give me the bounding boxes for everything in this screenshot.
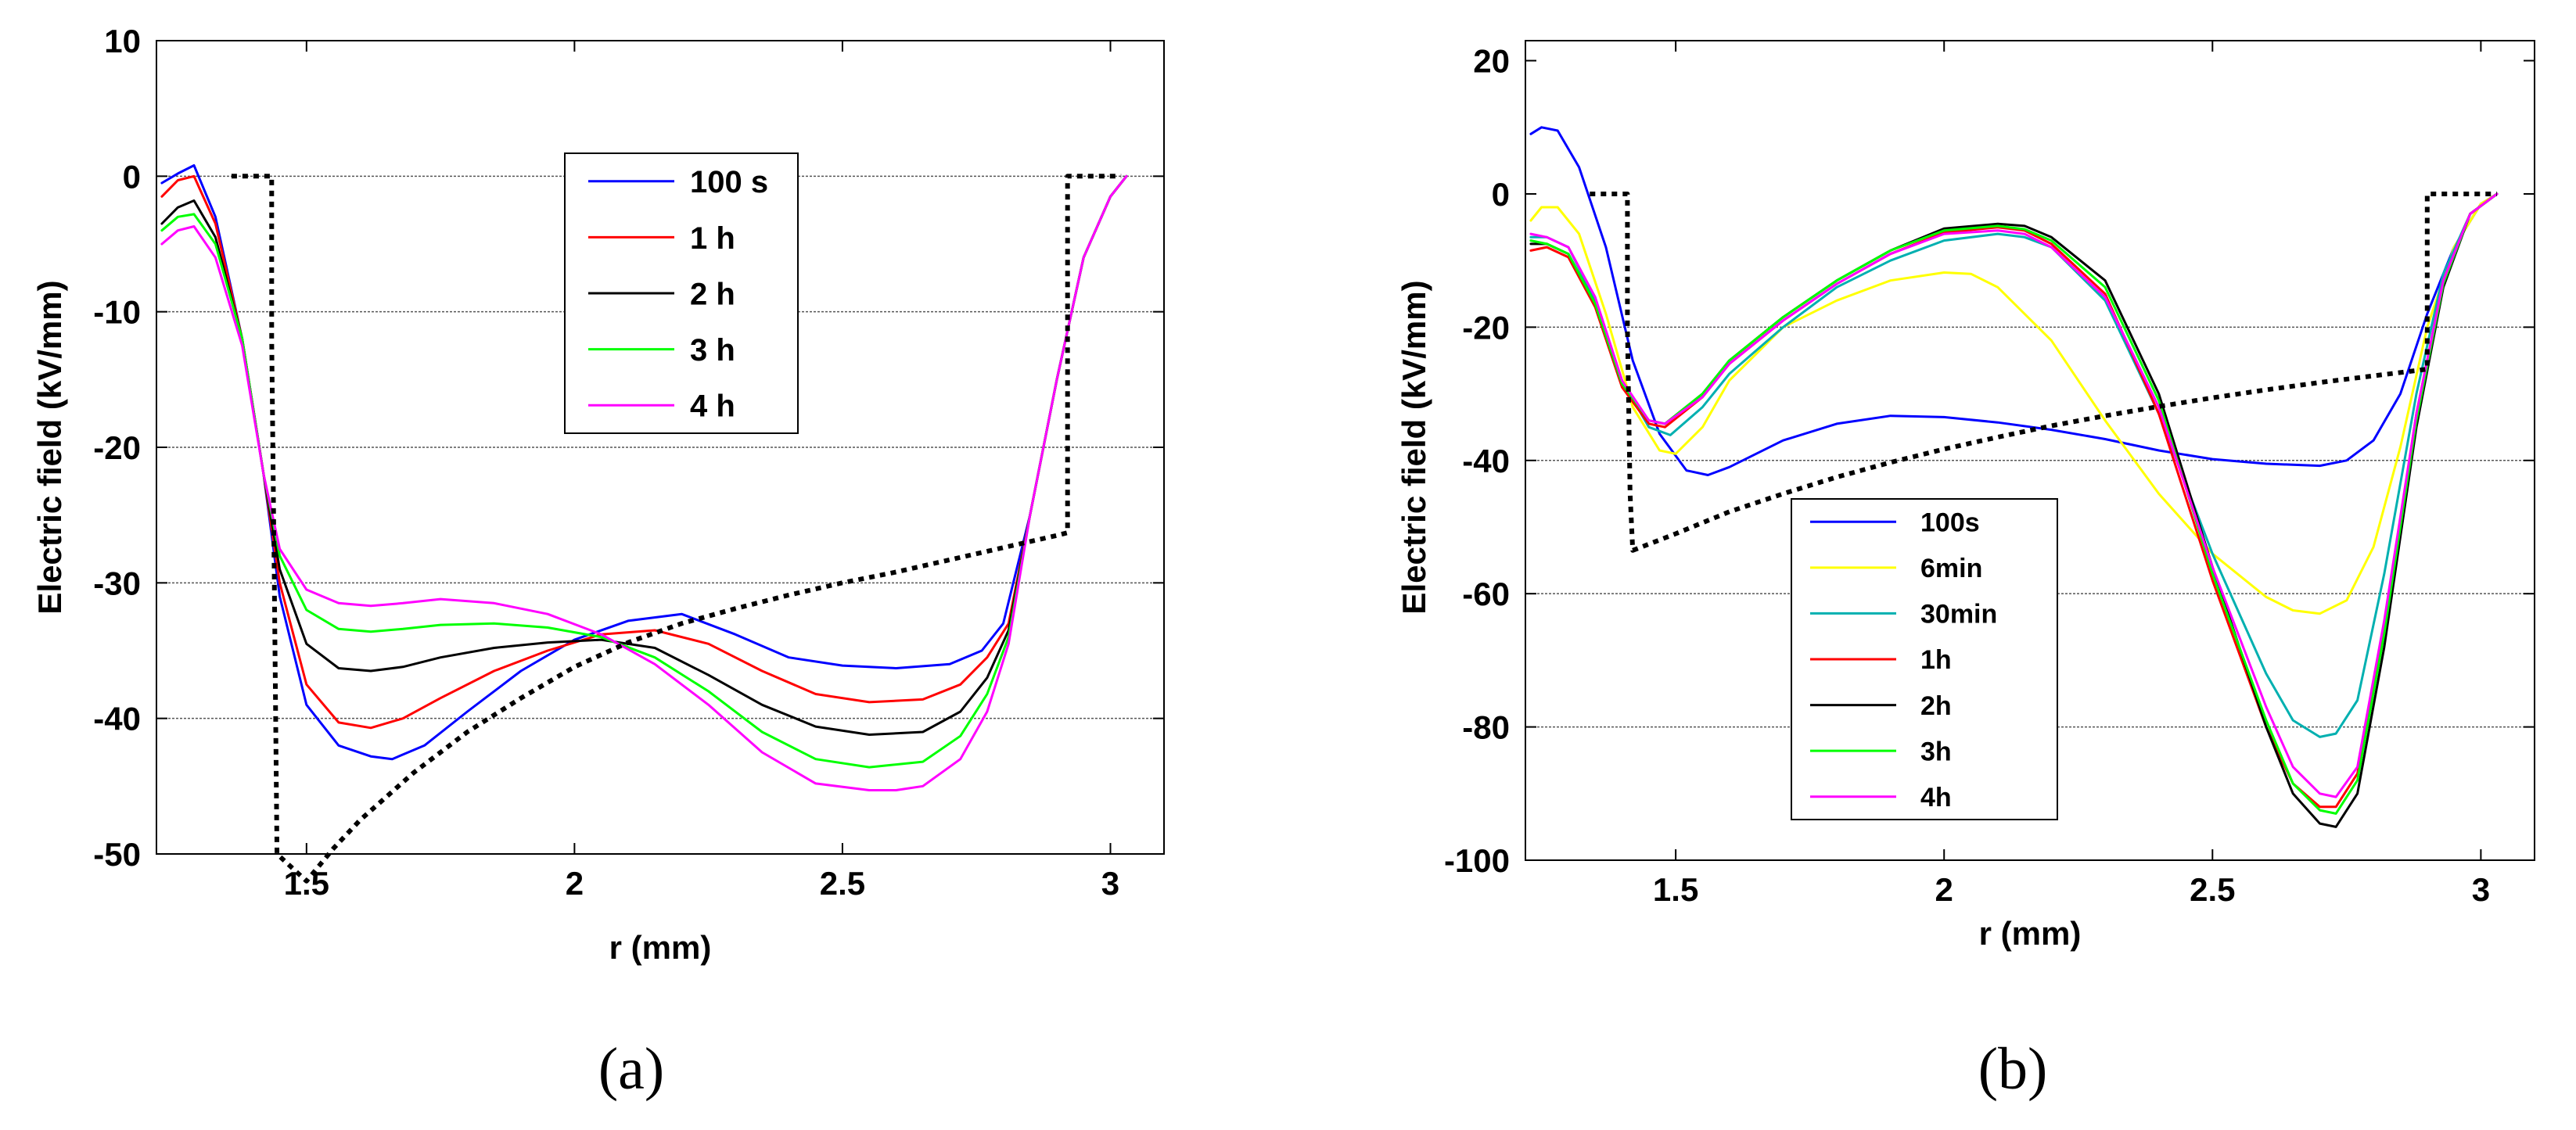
legend-label-b-4: 2h xyxy=(1920,691,1952,721)
y-tick-label-a-4: -30 xyxy=(93,565,141,601)
series-line-a-4 xyxy=(160,174,1128,791)
legend-label-a-2: 2 h xyxy=(690,277,735,311)
y-tick-label-a-5: -40 xyxy=(93,701,141,737)
chart-panel-a: 1.5 2 2.5 3 10 0 -10 -20 -30 -40 -50 r (mm) Elect… xyxy=(31,23,1165,1102)
x-tick-label-a-1: 2 xyxy=(566,865,584,902)
y-tick-label-b-1: 0 xyxy=(1492,176,1510,213)
dotted-reference-line-a xyxy=(231,174,1122,884)
series-line-b-3 xyxy=(1529,192,2499,809)
y-tick-label-a-3: -20 xyxy=(93,429,141,466)
y-tick-label-a-2: -10 xyxy=(93,294,141,331)
y-tick-label-a-1: 0 xyxy=(123,158,141,195)
x-axis-label-b: r (mm) xyxy=(1979,915,2082,952)
series-line-b-6 xyxy=(1529,192,2499,798)
y-tick-label-b-2: -20 xyxy=(1462,309,1510,346)
chart-panel-b: 1.5 2 2.5 3 20 0 -20 -40 -60 -80 -100 r (mm) Elec… xyxy=(1396,40,2535,1102)
legend-label-b-0: 100s xyxy=(1920,508,1980,538)
y-axis-label-a: Electric field (kV/mm) xyxy=(31,280,68,614)
y-tick-label-b-4: -60 xyxy=(1462,576,1510,612)
x-tick-label-b-3: 3 xyxy=(2472,871,2490,908)
legend-b: 100s 6min 30min 1h 2h 3h 4h xyxy=(1791,498,2058,820)
legend-label-b-2: 30min xyxy=(1920,600,1997,630)
y-ticks-b: 20 0 -20 -40 -60 -80 -100 xyxy=(1444,43,2535,879)
y-tick-label-a-0: 10 xyxy=(104,23,141,59)
legend-label-a-1: 1 h xyxy=(690,221,735,256)
y-tick-label-b-3: -40 xyxy=(1462,443,1510,479)
x-ticks-b: 1.5 2 2.5 3 xyxy=(1653,41,2490,908)
x-tick-label-a-2: 2.5 xyxy=(820,865,865,902)
x-tick-label-a-0: 1.5 xyxy=(284,865,329,902)
y-tick-label-a-6: -50 xyxy=(93,836,141,873)
series-line-b-0 xyxy=(1529,126,2499,476)
x-tick-label-b-0: 1.5 xyxy=(1653,871,1698,908)
x-tick-label-b-1: 2 xyxy=(1935,871,1953,908)
y-ticks-a: 10 0 -10 -20 -30 -40 -50 xyxy=(93,23,1164,873)
x-axis-label-a: r (mm) xyxy=(609,929,712,966)
y-tick-label-b-0: 20 xyxy=(1473,43,1510,80)
x-ticks-a: 1.5 2 2.5 3 xyxy=(284,41,1119,902)
x-tick-label-b-2: 2.5 xyxy=(2190,871,2235,908)
dotted-reference-line-b xyxy=(1590,192,2497,553)
legend-label-b-6: 4h xyxy=(1920,783,1952,813)
y-tick-label-b-6: -100 xyxy=(1444,842,1510,879)
panel-label-b: (b) xyxy=(1978,1036,2048,1102)
series-group-b xyxy=(1529,126,2499,828)
x-tick-label-a-3: 3 xyxy=(1101,865,1119,902)
legend-label-a-3: 3 h xyxy=(690,333,735,368)
legend-label-a-4: 4 h xyxy=(690,389,735,424)
legend-label-b-5: 3h xyxy=(1920,737,1952,766)
legend-label-a-0: 100 s xyxy=(690,165,768,199)
y-axis-label-b: Electric field (kV/mm) xyxy=(1396,280,1432,614)
legend-a: 100 s 1 h 2 h 3 h 4 h xyxy=(564,152,799,434)
legend-label-b-3: 1h xyxy=(1920,645,1952,675)
legend-label-b-1: 6min xyxy=(1920,554,1982,583)
panel-label-a: (a) xyxy=(598,1036,664,1102)
y-tick-label-b-5: -80 xyxy=(1462,709,1510,746)
series-group-a xyxy=(160,164,1128,884)
